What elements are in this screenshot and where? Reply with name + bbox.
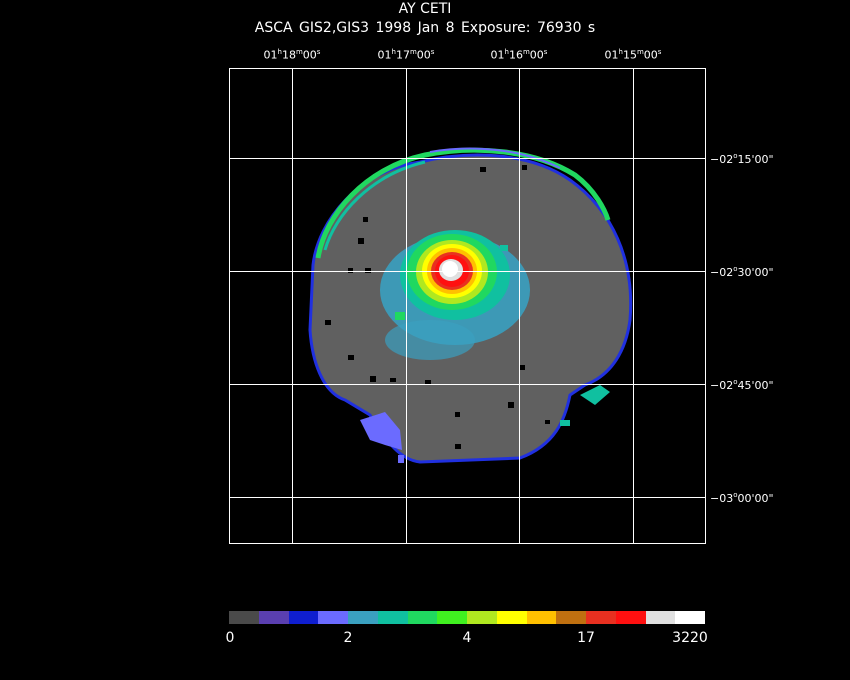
ra-label-3: 01h16m00s xyxy=(490,48,548,62)
colorbar-swatch xyxy=(526,611,557,624)
colorbar-swatch xyxy=(645,611,676,624)
dec-label-2: −02o30'00" xyxy=(710,265,774,279)
colorbar-swatch xyxy=(496,611,527,624)
plot-frame xyxy=(229,68,706,544)
ra-label-4: 01h15m00s xyxy=(604,48,662,62)
colorbar-tick: 3220 xyxy=(672,630,708,646)
ra-label-1: 01h18m00s xyxy=(263,48,321,62)
colorbar xyxy=(229,611,705,624)
colorbar-tick: 0 xyxy=(225,630,235,646)
colorbar-swatch xyxy=(556,611,586,624)
lower-fragment xyxy=(360,412,402,450)
upper-rim xyxy=(315,147,611,259)
colorbar-swatch xyxy=(258,611,289,624)
observation-info: ASCA GIS2,GIS3 1998 Jan 8 Exposure: 7693… xyxy=(254,20,596,36)
colorbar-swatch xyxy=(615,611,646,624)
colorbar-swatch xyxy=(407,611,438,624)
colorbar-swatch xyxy=(229,611,259,624)
colorbar-swatch xyxy=(318,611,348,624)
colorbar-swatch xyxy=(437,611,467,624)
colorbar-swatch xyxy=(348,611,378,624)
colorbar-tick: 4 xyxy=(462,630,472,646)
grid-lines xyxy=(229,68,705,543)
dec-label-4: −03o00'00" xyxy=(710,491,774,505)
ra-label-2: 01h17m00s xyxy=(377,48,435,62)
colorbar-swatch xyxy=(467,611,497,624)
colorbar-swatch xyxy=(377,611,408,624)
colorbar-swatch xyxy=(675,611,705,624)
colorbar-swatch xyxy=(586,611,616,624)
colorbar-tick: 2 xyxy=(343,630,353,646)
object-title: AY CETI xyxy=(398,1,452,17)
colorbar-swatch xyxy=(288,611,319,624)
colorbar-tick: 17 xyxy=(577,630,595,646)
dec-label-1: −02o15'00" xyxy=(710,152,774,166)
dec-label-3: −02o45'00" xyxy=(710,378,774,392)
